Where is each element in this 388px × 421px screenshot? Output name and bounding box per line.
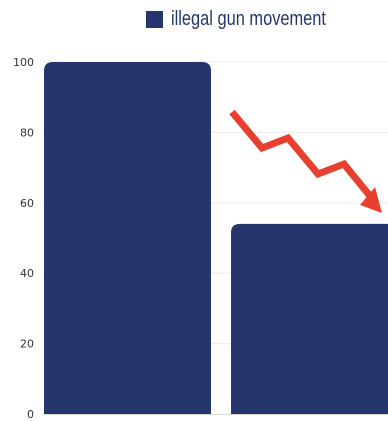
y-tick-label: 20	[20, 338, 34, 351]
y-tick-label: 0	[27, 408, 34, 421]
y-tick-label: 100	[13, 56, 34, 69]
legend-label: illegal gun movement	[171, 8, 326, 30]
y-tick-label: 80	[20, 126, 34, 139]
trend-arrow-head	[360, 187, 382, 213]
trend-arrow-line	[229, 109, 373, 199]
legend: illegal gun movement	[146, 8, 360, 31]
trend-arrow	[229, 109, 382, 213]
bar-1	[44, 62, 211, 414]
y-tick-label: 40	[20, 267, 34, 280]
bar-2	[231, 223, 388, 414]
bars	[44, 62, 388, 414]
y-axis-ticks: 0 20 40 60 80 100	[13, 56, 34, 421]
y-tick-label: 60	[20, 197, 34, 210]
legend-swatch	[146, 11, 163, 28]
